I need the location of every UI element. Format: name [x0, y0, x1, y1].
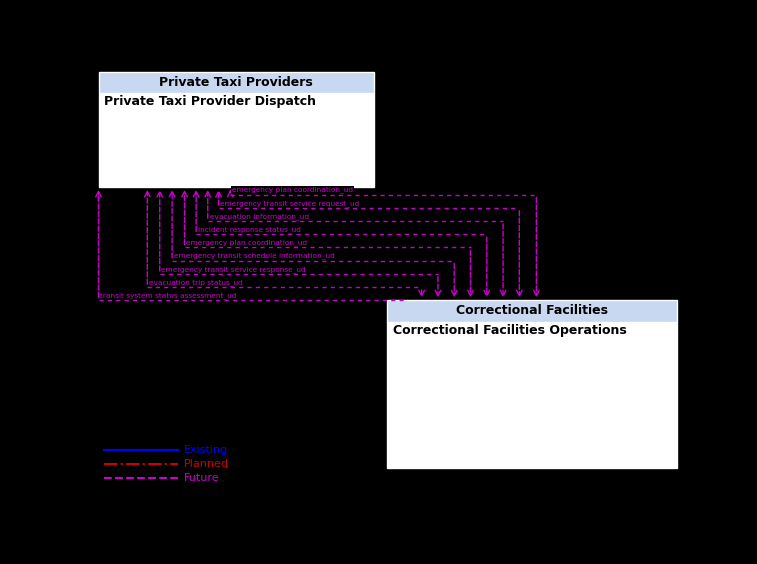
Text: emergency plan coordination_ud: emergency plan coordination_ud: [232, 187, 353, 193]
Text: Future: Future: [183, 473, 219, 483]
Text: emergency transit service request_ud: emergency transit service request_ud: [220, 200, 360, 206]
Text: Correctional Facilities: Correctional Facilities: [456, 305, 608, 318]
Text: evacuation trip status_ud: evacuation trip status_ud: [149, 279, 243, 286]
Text: emergency transit schedule information_ud: emergency transit schedule information_u…: [174, 253, 335, 259]
Bar: [98, 72, 374, 93]
Text: emergency plan coordination_ud: emergency plan coordination_ud: [186, 240, 307, 246]
Text: Correctional Facilities Operations: Correctional Facilities Operations: [393, 324, 626, 337]
Text: emergency transit service response_ud: emergency transit service response_ud: [161, 266, 306, 272]
Bar: [98, 93, 374, 187]
Text: Planned: Planned: [183, 459, 229, 469]
Text: incident response status_ud: incident response status_ud: [198, 226, 301, 233]
Bar: [387, 300, 678, 322]
Text: Private Taxi Provider Dispatch: Private Taxi Provider Dispatch: [104, 95, 316, 108]
Text: Private Taxi Providers: Private Taxi Providers: [159, 76, 313, 89]
Text: evacuation information_ud: evacuation information_ud: [210, 213, 309, 220]
Bar: [387, 322, 678, 468]
Text: Existing: Existing: [183, 446, 228, 455]
Text: transit system status assessment_ud: transit system status assessment_ud: [100, 292, 237, 299]
